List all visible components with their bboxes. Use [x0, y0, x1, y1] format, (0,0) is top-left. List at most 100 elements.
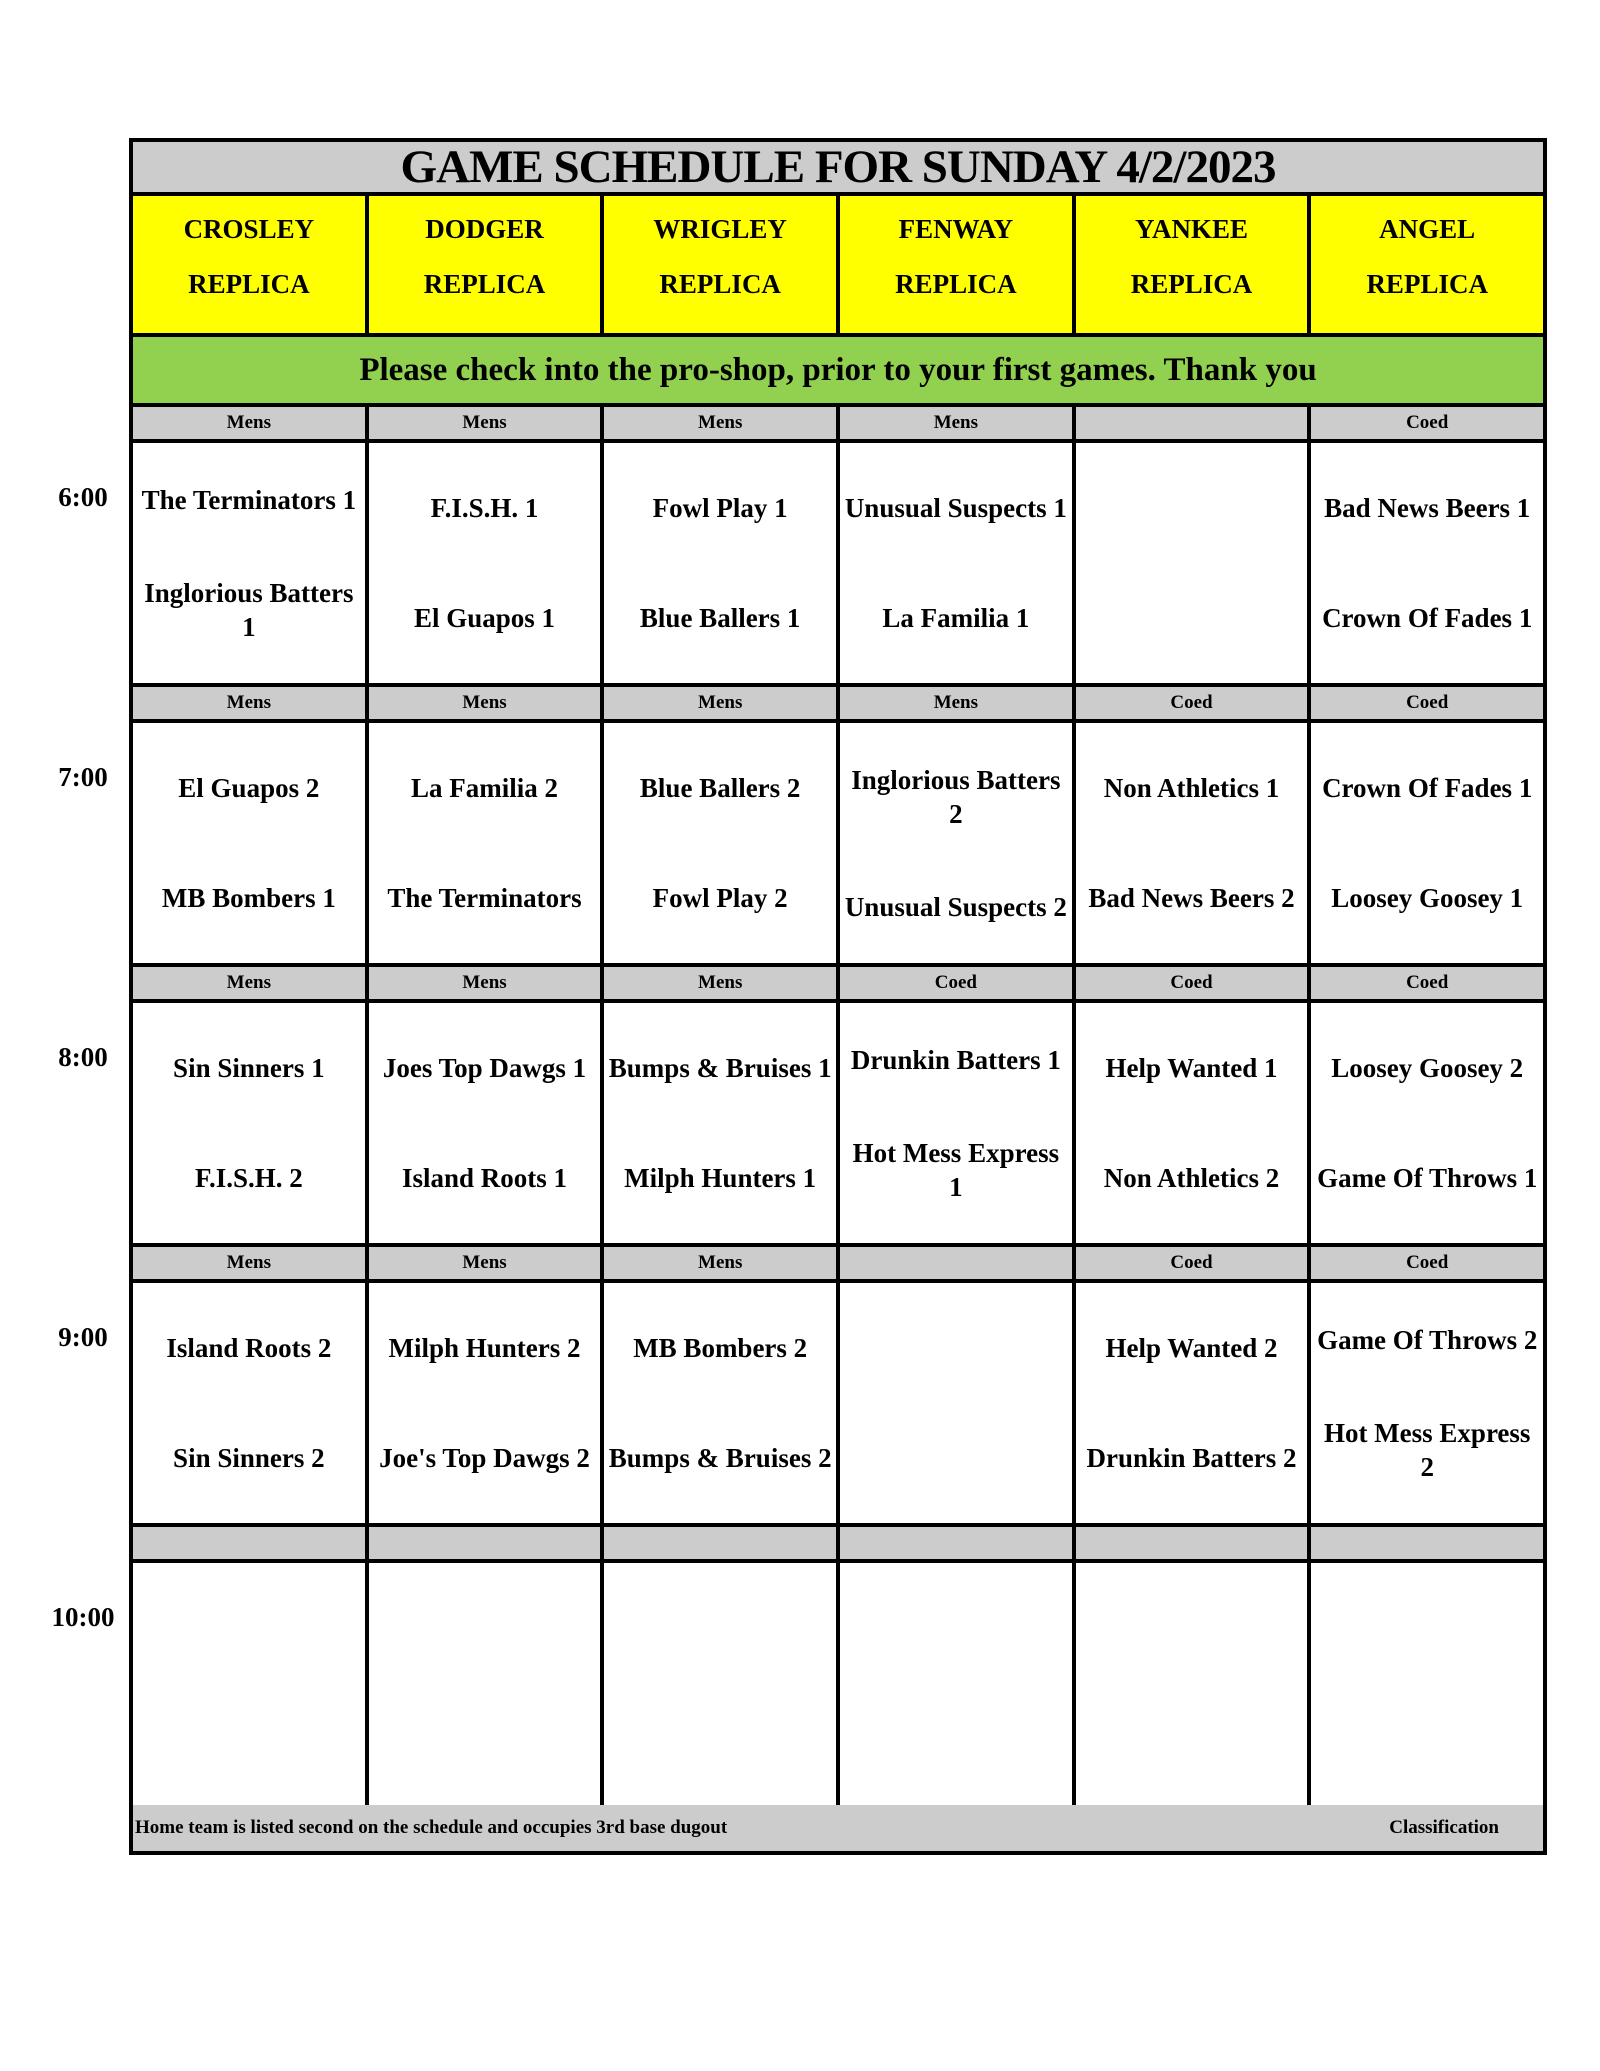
game-cell [133, 1563, 369, 1805]
footer: Home team is listed second on the schedu… [133, 1805, 1543, 1851]
schedule-table: GAME SCHEDULE FOR SUNDAY 4/2/2023 CROSLE… [129, 138, 1547, 1855]
game-cell: Island Roots 2 Sin Sinners 2 [133, 1283, 369, 1523]
away-team: Joes Top Dawgs 1 [382, 1053, 587, 1083]
game-cell: Game Of Throws 2 Hot Mess Express 2 [1311, 1283, 1543, 1523]
classification-cell: Mens [604, 967, 841, 999]
time-label: 7:00 [58, 762, 108, 792]
home-team: La Familia 1 [882, 603, 1030, 633]
away-team: Help Wanted 2 [1105, 1333, 1278, 1363]
home-team: Hot Mess Express 2 [1323, 1417, 1531, 1482]
home-team: Fowl Play 2 [652, 883, 788, 913]
field-header: WRIGLEY REPLICA [604, 196, 841, 333]
classification-cell [1311, 1527, 1544, 1559]
classification-cell [133, 1527, 369, 1559]
game-cell: Bad News Beers 1 Crown Of Fades 1 [1311, 443, 1543, 683]
home-team: Island Roots 1 [401, 1163, 568, 1193]
game-cell [604, 1563, 841, 1805]
classification-cell: Coed [1075, 687, 1312, 719]
home-team: El Guapos 1 [413, 603, 556, 633]
classification-row: Mens Mens Mens Mens Coed [133, 407, 1544, 443]
classification-row: Mens Mens Mens Coed Coed [133, 1247, 1544, 1283]
classification-cell: Coed [1075, 967, 1312, 999]
game-row: Sin Sinners 1 F.I.S.H. 2 Joes Top Dawgs 1 I… [133, 1003, 1543, 1247]
field-header: DODGER REPLICA [368, 196, 605, 333]
home-team: The Terminators [387, 883, 582, 913]
game-row: The Terminators 1 Inglorious Batters 1 F.I… [133, 443, 1543, 687]
home-team: Blue Ballers 1 [639, 603, 801, 633]
field-header: CROSLEY REPLICA [133, 196, 369, 333]
classification-label: Classification [1389, 1817, 1499, 1838]
home-team: Hot Mess Express 1 [852, 1137, 1060, 1202]
game-cell: MB Bombers 2 Bumps & Bruises 2 [604, 1283, 841, 1523]
game-cell: Crown Of Fades 1 Loosey Goosey 1 [1311, 723, 1543, 963]
away-team: Loosey Goosey 2 [1331, 1053, 1524, 1083]
classification-cell: Coed [1311, 1247, 1544, 1279]
field-header: YANKEE REPLICA [1075, 196, 1312, 333]
away-team: El Guapos 2 [178, 773, 320, 803]
game-cell: Drunkin Batters 1 Hot Mess Express 1 [840, 1003, 1076, 1243]
field-type: REPLICA [423, 269, 546, 299]
classification-cell: Coed [1311, 687, 1544, 719]
away-team: Drunkin Batters 1 [850, 1044, 1061, 1075]
away-team: Crown Of Fades 1 [1322, 773, 1533, 803]
time-label: 10:00 [51, 1602, 115, 1632]
footer-note: Home team is listed second on the schedu… [135, 1817, 728, 1838]
classification-row: Mens Mens Mens Mens Coed Coed [133, 687, 1544, 723]
game-cell: Help Wanted 1 Non Athletics 2 [1076, 1003, 1312, 1243]
field-header: ANGEL REPLICA [1311, 196, 1544, 333]
classification-cell [1075, 407, 1312, 439]
field-type: REPLICA [1366, 269, 1488, 299]
field-type: REPLICA [895, 269, 1017, 299]
classification-cell: Mens [840, 407, 1076, 439]
field-type: REPLICA [659, 269, 781, 299]
classification-cell: Coed [1311, 407, 1544, 439]
away-team: Inglorious Batters 2 [851, 764, 1061, 829]
away-team: Milph Hunters 2 [388, 1333, 581, 1363]
time-label: 9:00 [58, 1322, 108, 1352]
game-cell: Inglorious Batters 2 Unusual Suspects 2 [840, 723, 1076, 963]
away-team: Bumps & Bruises 1 [608, 1053, 832, 1083]
game-cell: La Familia 2 The Terminators [369, 723, 605, 963]
time-label: 8:00 [58, 1042, 108, 1072]
game-row [133, 1563, 1543, 1805]
field-header-row: CROSLEY REPLICA DODGER REPLICA WRIGLEY REPLIC… [133, 196, 1544, 337]
game-cell [1076, 443, 1312, 683]
classification-cell: Mens [368, 967, 605, 999]
home-team: Unusual Suspects 2 [844, 891, 1067, 922]
classification-cell: Mens [133, 1247, 369, 1279]
game-cell: Help Wanted 2 Drunkin Batters 2 [1076, 1283, 1312, 1523]
away-team: MB Bombers 2 [633, 1333, 808, 1363]
classification-cell: Mens [604, 1247, 841, 1279]
home-team: MB Bombers 1 [161, 883, 336, 913]
home-team: Bumps & Bruises 2 [608, 1443, 832, 1473]
classification-cell [1075, 1527, 1312, 1559]
home-team: Crown Of Fades 1 [1322, 603, 1533, 633]
away-team: Blue Ballers 2 [639, 773, 801, 803]
away-team: La Familia 2 [411, 773, 558, 803]
classification-cell: Mens [368, 687, 605, 719]
game-cell: Fowl Play 1 Blue Ballers 1 [604, 443, 841, 683]
away-team: Fowl Play 1 [652, 493, 788, 523]
away-team: Unusual Suspects 1 [844, 493, 1067, 523]
home-team: Loosey Goosey 1 [1331, 883, 1524, 913]
game-cell: Milph Hunters 2 Joe's Top Dawgs 2 [369, 1283, 605, 1523]
field-header: FENWAY REPLICA [840, 196, 1076, 333]
game-cell: Blue Ballers 2 Fowl Play 2 [604, 723, 841, 963]
game-cell [369, 1563, 605, 1805]
classification-cell: Mens [368, 407, 605, 439]
away-team: The Terminators 1 [141, 484, 357, 515]
classification-cell [840, 1247, 1076, 1279]
away-team: Help Wanted 1 [1105, 1053, 1278, 1083]
field-name: CROSLEY [183, 214, 315, 244]
field-name: FENWAY [898, 214, 1014, 244]
classification-cell: Coed [840, 967, 1076, 999]
classification-cell: Coed [1311, 967, 1544, 999]
classification-row: Mens Mens Mens Coed Coed Coed [133, 967, 1544, 1003]
classification-cell: Mens [604, 407, 841, 439]
game-cell [840, 1563, 1076, 1805]
game-cell: Non Athletics 1 Bad News Beers 2 [1076, 723, 1312, 963]
home-team: Game Of Throws 1 [1317, 1163, 1538, 1193]
game-cell [840, 1283, 1076, 1523]
game-cell: Bumps & Bruises 1 Milph Hunters 1 [604, 1003, 841, 1243]
time-label: 6:00 [58, 482, 108, 512]
